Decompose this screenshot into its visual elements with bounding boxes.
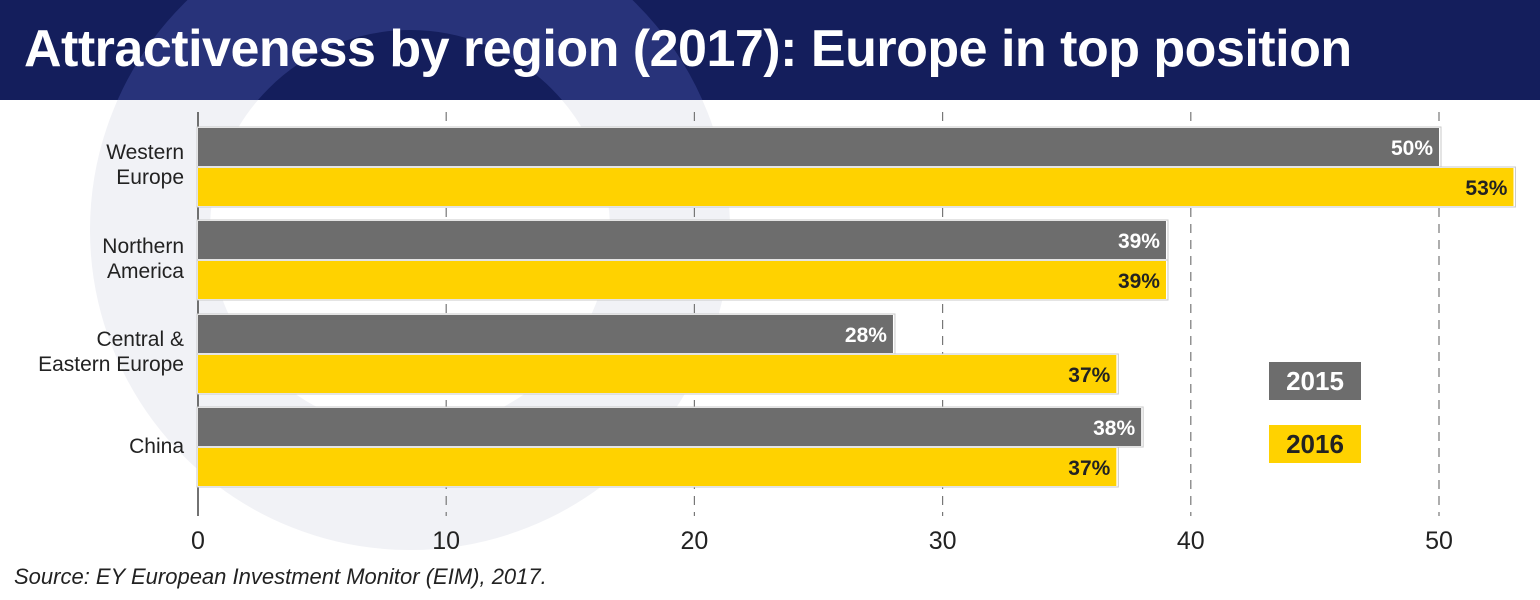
source-note: Source: EY European Investment Monitor (… bbox=[14, 564, 547, 589]
category-label-0: Western Europe bbox=[106, 141, 184, 189]
x-tick-label-40: 40 bbox=[1177, 527, 1205, 555]
data-label-2016-3: 37% bbox=[1068, 457, 1110, 480]
data-label-2015-0: 50% bbox=[1391, 137, 1433, 160]
data-label-2015-1: 39% bbox=[1118, 230, 1160, 253]
data-label-2016-1: 39% bbox=[1118, 270, 1160, 293]
category-label-2: Central & Eastern Europe bbox=[38, 328, 184, 376]
legend-item-2015: 2015 bbox=[1269, 362, 1361, 400]
data-label-2015-2: 28% bbox=[845, 324, 887, 347]
category-label-1: Northern America bbox=[102, 235, 184, 283]
data-label-2015-3: 38% bbox=[1093, 417, 1135, 440]
bar-2016-0 bbox=[198, 168, 1514, 206]
bar-2015-3 bbox=[198, 408, 1142, 446]
bar-2016-1 bbox=[198, 261, 1166, 299]
bar-2015-2 bbox=[198, 315, 893, 353]
category-label-3: China bbox=[129, 435, 184, 458]
bar-2015-1 bbox=[198, 221, 1166, 259]
x-tick-label-20: 20 bbox=[680, 527, 708, 555]
title-bar: Attractiveness by region (2017): Europe … bbox=[0, 0, 1540, 100]
x-tick-label-10: 10 bbox=[432, 527, 460, 555]
data-label-2016-2: 37% bbox=[1068, 364, 1110, 387]
bar-2016-3 bbox=[198, 448, 1117, 486]
bar-2016-2 bbox=[198, 355, 1117, 393]
data-label-2016-0: 53% bbox=[1465, 177, 1507, 200]
legend-item-2016: 2016 bbox=[1269, 425, 1361, 463]
chart-title: Attractiveness by region (2017): Europe … bbox=[24, 20, 1352, 78]
x-tick-label-30: 30 bbox=[929, 527, 957, 555]
bar-2015-0 bbox=[198, 128, 1439, 166]
x-tick-label-0: 0 bbox=[191, 527, 205, 555]
x-tick-label-50: 50 bbox=[1425, 527, 1453, 555]
